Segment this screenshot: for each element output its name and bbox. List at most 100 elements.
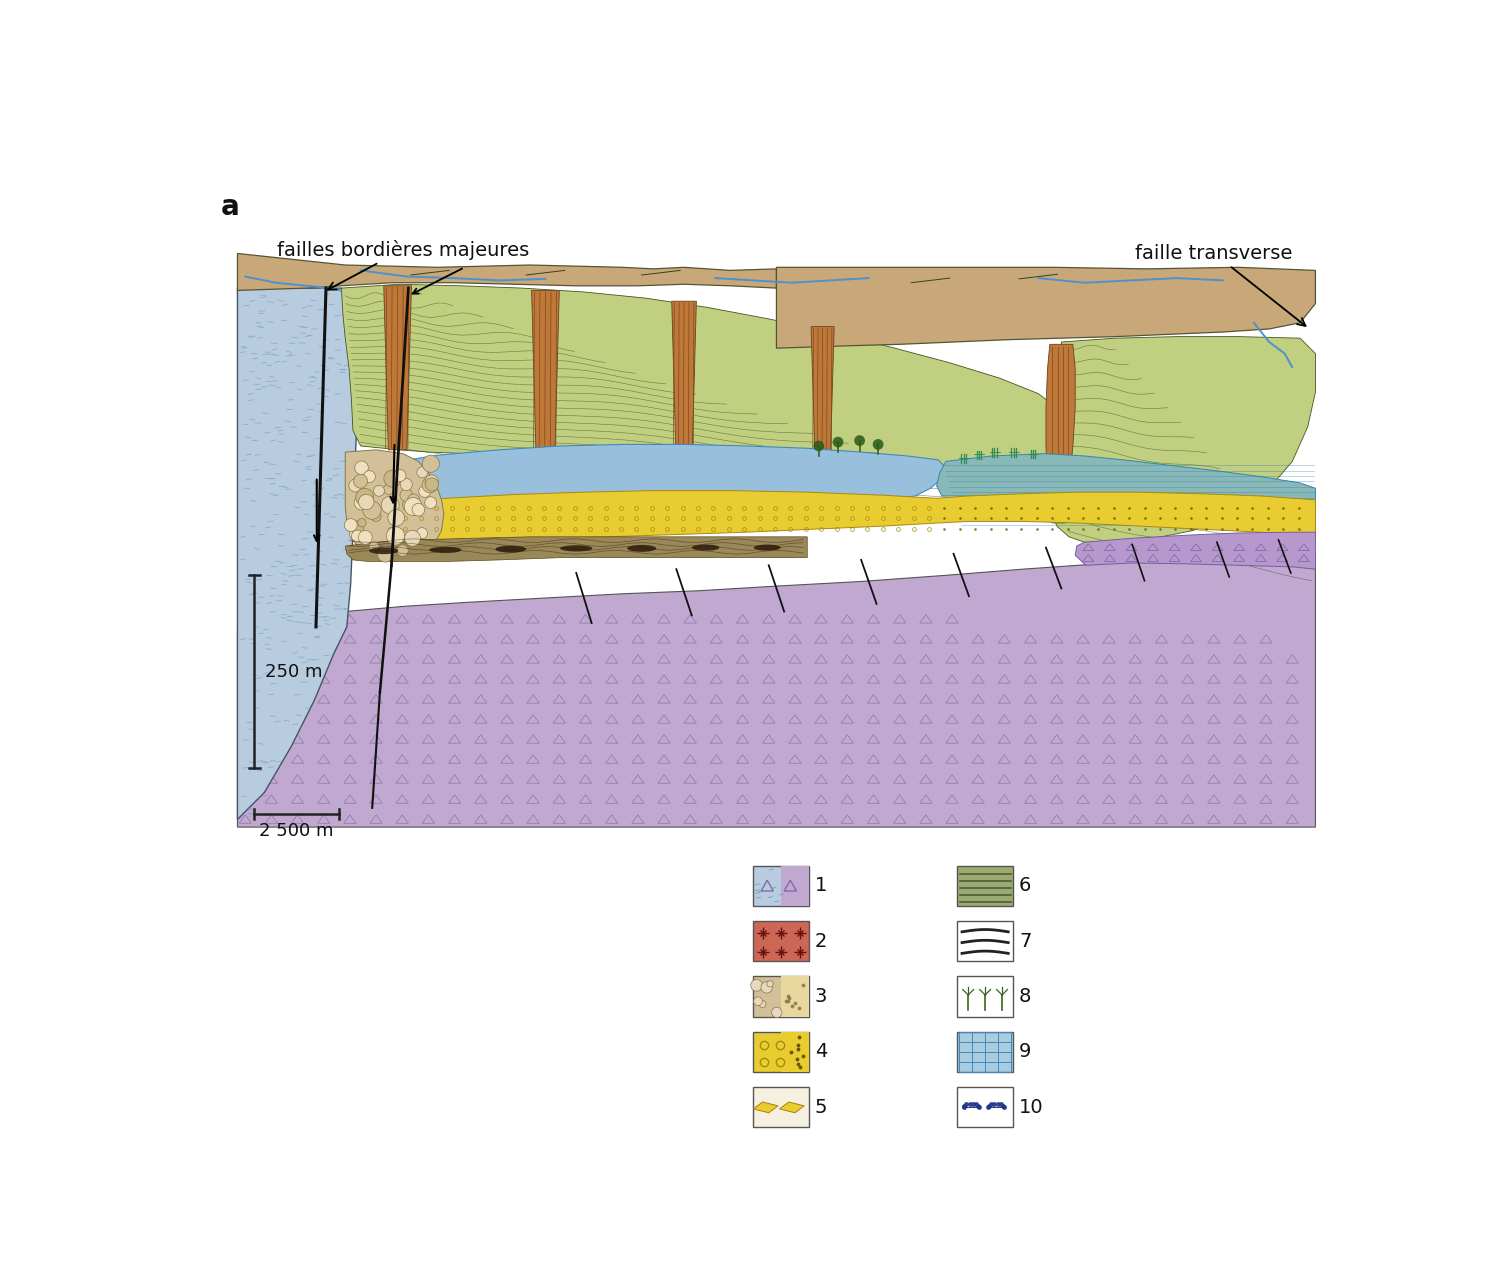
Circle shape (358, 530, 372, 544)
Text: 7: 7 (1019, 932, 1032, 951)
Circle shape (350, 528, 361, 541)
Bar (782, 976, 808, 1016)
Ellipse shape (692, 544, 720, 551)
Text: 8: 8 (1019, 987, 1032, 1006)
Polygon shape (812, 327, 834, 483)
Circle shape (351, 530, 363, 542)
Polygon shape (345, 450, 444, 561)
Circle shape (759, 1001, 766, 1007)
Text: 3: 3 (815, 987, 828, 1006)
Polygon shape (237, 288, 357, 819)
Ellipse shape (753, 544, 780, 551)
Text: 1: 1 (815, 877, 828, 895)
Text: faille transverse: faille transverse (1136, 244, 1305, 326)
Circle shape (400, 489, 412, 501)
Ellipse shape (627, 544, 657, 552)
Circle shape (378, 546, 393, 562)
Circle shape (413, 504, 424, 516)
Circle shape (345, 519, 357, 532)
Circle shape (422, 455, 440, 473)
Circle shape (398, 544, 408, 556)
Polygon shape (1046, 336, 1316, 542)
Bar (753, 1031, 808, 1072)
Bar (782, 1031, 808, 1072)
Circle shape (369, 542, 380, 552)
Circle shape (750, 979, 762, 992)
Text: 10: 10 (1019, 1098, 1044, 1117)
Bar (753, 865, 808, 906)
Ellipse shape (495, 546, 526, 552)
Circle shape (350, 479, 361, 492)
Circle shape (384, 484, 394, 495)
Circle shape (357, 519, 366, 527)
Text: 6: 6 (1019, 877, 1032, 895)
Circle shape (354, 474, 368, 488)
Circle shape (351, 521, 364, 534)
Circle shape (766, 980, 772, 987)
Circle shape (354, 461, 369, 474)
Bar (957, 921, 1012, 961)
Polygon shape (753, 1102, 778, 1113)
Text: 2: 2 (815, 932, 828, 951)
Text: 4: 4 (815, 1043, 828, 1062)
Text: 2 500 m: 2 500 m (260, 822, 334, 840)
Polygon shape (777, 267, 1316, 348)
Circle shape (358, 495, 374, 510)
Text: failles bordières majeures: failles bordières majeures (278, 239, 530, 290)
Circle shape (753, 997, 762, 1006)
Circle shape (813, 441, 824, 451)
Circle shape (873, 440, 883, 450)
Circle shape (424, 478, 438, 491)
Text: a: a (220, 193, 240, 221)
Polygon shape (345, 537, 807, 561)
Circle shape (394, 469, 406, 482)
Bar (957, 1088, 1012, 1127)
Circle shape (833, 437, 843, 447)
Circle shape (387, 527, 405, 544)
Circle shape (760, 982, 772, 993)
Circle shape (853, 436, 865, 446)
Polygon shape (1046, 344, 1076, 523)
Circle shape (417, 528, 428, 539)
Bar (957, 976, 1012, 1016)
Circle shape (771, 1007, 782, 1017)
Bar (957, 865, 1012, 906)
Bar (753, 921, 808, 961)
Polygon shape (936, 454, 1316, 530)
Circle shape (400, 478, 412, 491)
Circle shape (356, 488, 374, 506)
Polygon shape (342, 284, 1070, 483)
Circle shape (354, 495, 369, 510)
Circle shape (381, 496, 399, 514)
Circle shape (384, 470, 400, 487)
Bar (753, 976, 808, 1016)
Bar (753, 1088, 808, 1127)
Bar (957, 1031, 1012, 1072)
Circle shape (370, 511, 381, 521)
Polygon shape (387, 445, 946, 509)
Polygon shape (1076, 532, 1316, 569)
Polygon shape (780, 1102, 804, 1113)
Polygon shape (380, 491, 1316, 539)
Polygon shape (672, 302, 696, 470)
Circle shape (417, 466, 428, 478)
Polygon shape (531, 290, 560, 461)
Circle shape (405, 530, 420, 546)
Ellipse shape (560, 546, 592, 551)
Circle shape (404, 497, 422, 515)
Circle shape (424, 475, 438, 488)
Circle shape (424, 497, 436, 509)
Circle shape (408, 495, 420, 506)
Circle shape (402, 500, 412, 510)
Circle shape (422, 477, 438, 493)
Circle shape (419, 486, 430, 497)
Polygon shape (237, 553, 1316, 827)
Ellipse shape (369, 547, 399, 555)
Text: 5: 5 (815, 1098, 828, 1117)
Bar (782, 865, 808, 906)
Circle shape (388, 510, 405, 527)
Polygon shape (384, 286, 411, 450)
Circle shape (363, 470, 375, 483)
Circle shape (363, 501, 381, 519)
Ellipse shape (429, 547, 462, 553)
